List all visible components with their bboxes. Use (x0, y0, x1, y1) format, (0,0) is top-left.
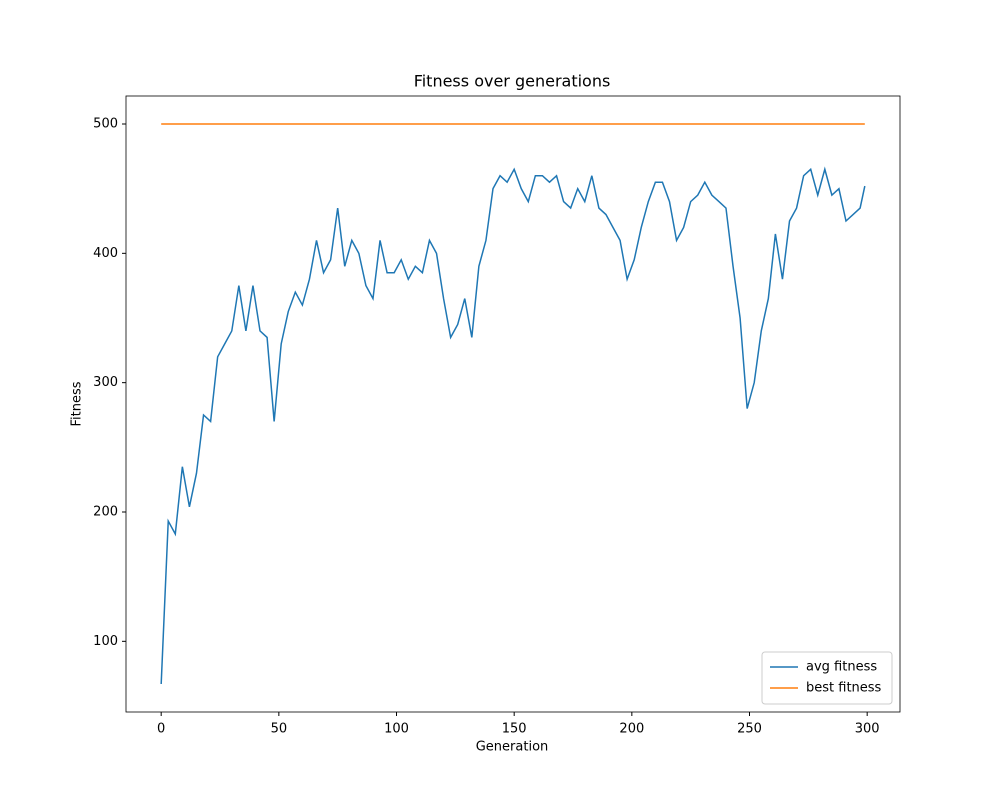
y-tick-label: 100 (93, 634, 118, 649)
x-tick-label: 150 (502, 722, 527, 737)
x-tick-label: 250 (737, 722, 762, 737)
y-axis-label: Fitness (70, 381, 85, 426)
legend-label: best fitness (806, 681, 882, 696)
y-tick-label: 500 (93, 117, 118, 132)
legend-box (761, 651, 893, 705)
line-series (160, 166, 866, 685)
plot-frame (125, 95, 901, 713)
x-tick-label: 100 (384, 722, 409, 737)
chart-title: Fitness over generations (414, 72, 611, 91)
x-axis-label: Generation (476, 740, 549, 755)
x-tick-label: 200 (619, 722, 644, 737)
x-tick-label: 0 (157, 722, 165, 737)
y-tick-label: 200 (93, 504, 118, 519)
x-tick-label: 50 (271, 722, 288, 737)
x-tick-label: 300 (855, 722, 880, 737)
y-tick-label: 400 (93, 246, 118, 261)
y-tick-label: 300 (93, 375, 118, 390)
legend-label: avg fitness (806, 660, 877, 675)
